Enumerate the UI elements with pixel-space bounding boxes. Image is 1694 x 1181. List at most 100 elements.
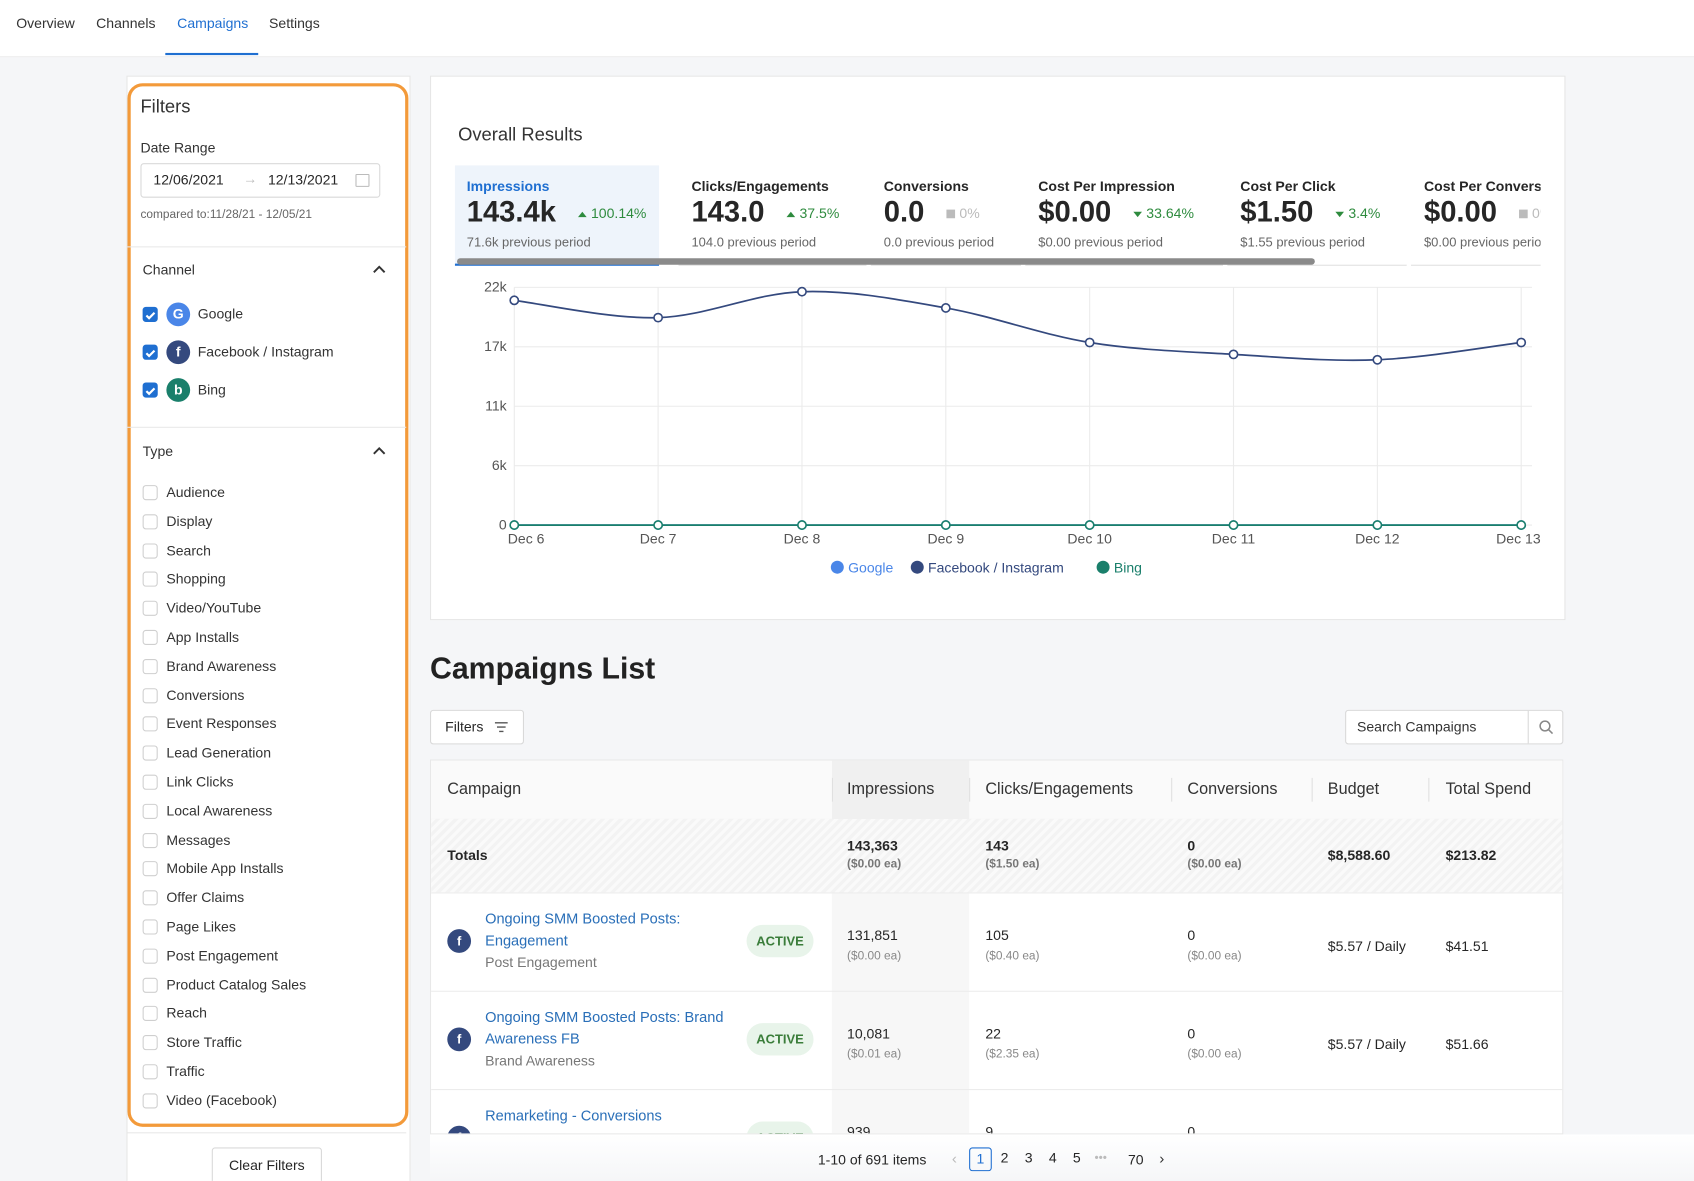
date-end[interactable]: 12/13/2021: [267, 171, 339, 188]
chevron-up[interactable]: [373, 446, 386, 455]
data-point: [1228, 349, 1239, 360]
checkbox[interactable]: [142, 745, 158, 761]
y-tick-label: 0: [499, 516, 507, 532]
campaign-name[interactable]: Ongoing SMM Boosted Posts: Brand Awarene…: [485, 1009, 724, 1047]
row-divider: [431, 1089, 1563, 1091]
metric-previous: 71.6k previous period: [466, 234, 591, 250]
channel-icon: f: [447, 1125, 472, 1134]
nav-tab[interactable]: Overview: [16, 15, 75, 32]
checkbox[interactable]: [142, 658, 158, 674]
page-button[interactable]: 4: [1048, 1149, 1057, 1166]
search-icon[interactable]: [1538, 720, 1554, 735]
column-header[interactable]: Clicks/Engagements: [985, 780, 1134, 799]
checkbox[interactable]: [142, 1006, 158, 1022]
clear-filters-button[interactable]: Clear Filters: [211, 1147, 322, 1181]
metric-change: 100.14%: [590, 205, 647, 222]
nav-tab[interactable]: Settings: [269, 15, 320, 32]
search-box[interactable]: [1345, 709, 1564, 745]
scrollbar[interactable]: [457, 258, 1315, 265]
channel-icon: f: [447, 929, 472, 953]
metric-label[interactable]: Cost Per Click: [1240, 178, 1336, 195]
data-point: [940, 520, 951, 530]
metric-label[interactable]: Conversions: [883, 178, 969, 195]
metric-previous: $0.00 previous period: [1423, 234, 1541, 250]
checkmark: [145, 349, 156, 358]
search-placeholder: Search Campaigns: [1356, 718, 1477, 735]
date-start[interactable]: 12/06/2021: [153, 171, 224, 188]
filters-highlight: [127, 83, 409, 1127]
checkbox[interactable]: [142, 1093, 158, 1109]
metric-value: 143.4k: [466, 195, 556, 228]
cell-spend: $41.51: [1445, 937, 1489, 954]
metric-value: $1.50: [1240, 195, 1314, 228]
metric-label[interactable]: Cost Per Conversion: [1423, 178, 1541, 195]
checkbox[interactable]: [142, 948, 158, 964]
campaigns-table: Campaign Impressions Clicks/Engagements Con…: [429, 759, 1564, 1135]
campaign-name[interactable]: Remarketing - Conversions: [485, 1107, 662, 1124]
checkbox[interactable]: [142, 803, 158, 819]
type-option: Brand Awareness: [166, 657, 277, 674]
pagination-ellipsis: •••: [1094, 1151, 1107, 1165]
checkbox[interactable]: [142, 716, 158, 732]
checkbox[interactable]: [142, 306, 158, 322]
checkbox[interactable]: [142, 485, 158, 501]
checkbox[interactable]: [142, 774, 158, 790]
checkbox[interactable]: [142, 977, 158, 993]
channel-name: Google: [197, 305, 244, 322]
cell-each: ($0.00 ea): [1187, 1047, 1242, 1061]
prev-page[interactable]: ‹: [951, 1149, 957, 1167]
cell-each: ($0.40 ea): [985, 949, 1040, 963]
column-header[interactable]: Budget: [1327, 780, 1380, 799]
metric-label[interactable]: Cost Per Impression: [1038, 178, 1175, 195]
column-separator: [1311, 777, 1313, 802]
checkbox[interactable]: [142, 861, 158, 877]
metric-value: 143.0: [691, 195, 765, 228]
column-header[interactable]: Impressions: [847, 780, 935, 799]
data-point: [1516, 520, 1527, 530]
filters-button[interactable]: [429, 709, 524, 745]
data-point: [1372, 354, 1383, 365]
trend-icon: [578, 211, 587, 218]
checkbox[interactable]: [142, 543, 158, 559]
checkbox[interactable]: [142, 1035, 158, 1051]
line-chart: 0 6k 11k 17k 22k Dec 6 Dec 7 Dec 8 Dec 9 Dec 10 De…: [484, 279, 1541, 576]
column-header[interactable]: Conversions: [1187, 780, 1278, 799]
checkbox[interactable]: [142, 571, 158, 588]
column-header[interactable]: Total Spend: [1445, 780, 1532, 799]
column-separator: [1428, 777, 1430, 802]
checkbox[interactable]: [142, 514, 158, 530]
nav-tab[interactable]: Channels: [96, 15, 156, 32]
page-button[interactable]: 2: [1000, 1149, 1009, 1166]
checkbox[interactable]: [142, 382, 158, 398]
type-option: Lead Generation: [166, 744, 272, 761]
campaign-name[interactable]: Ongoing SMM Boosted Posts: Engagement: [485, 910, 681, 949]
total-value: 143: [985, 837, 1009, 854]
trend-icon: [1133, 211, 1142, 218]
divider: [127, 426, 407, 428]
data-point: [653, 520, 664, 530]
last-page[interactable]: 70: [1127, 1151, 1144, 1168]
page-button[interactable]: 5: [1072, 1149, 1081, 1166]
metric-label[interactable]: Impressions: [466, 178, 550, 195]
checkbox[interactable]: [142, 890, 158, 906]
metric-label[interactable]: Clicks/Engagements: [691, 178, 829, 195]
checkbox[interactable]: [142, 344, 158, 360]
x-tick-label: Dec 10: [1067, 530, 1112, 546]
page-button[interactable]: 3: [1024, 1149, 1033, 1166]
checkbox[interactable]: [142, 919, 158, 935]
chevron-up[interactable]: [373, 265, 386, 274]
page-button[interactable]: 1: [969, 1147, 992, 1172]
type-option: Shopping: [166, 570, 226, 588]
nav-tab[interactable]: Campaigns: [177, 15, 249, 32]
checkbox[interactable]: [142, 687, 158, 703]
total-each: ($1.50 ea): [985, 857, 1040, 871]
checkbox[interactable]: [142, 832, 158, 848]
next-page[interactable]: ›: [1159, 1149, 1165, 1167]
legend-swatch: [1096, 560, 1110, 574]
checkbox[interactable]: [142, 629, 158, 645]
checkbox[interactable]: [142, 1064, 158, 1080]
checkbox[interactable]: [142, 600, 158, 617]
metrics-strip: Impressions 143.4k 100.14% 71.6k previous p…: [454, 165, 1541, 268]
